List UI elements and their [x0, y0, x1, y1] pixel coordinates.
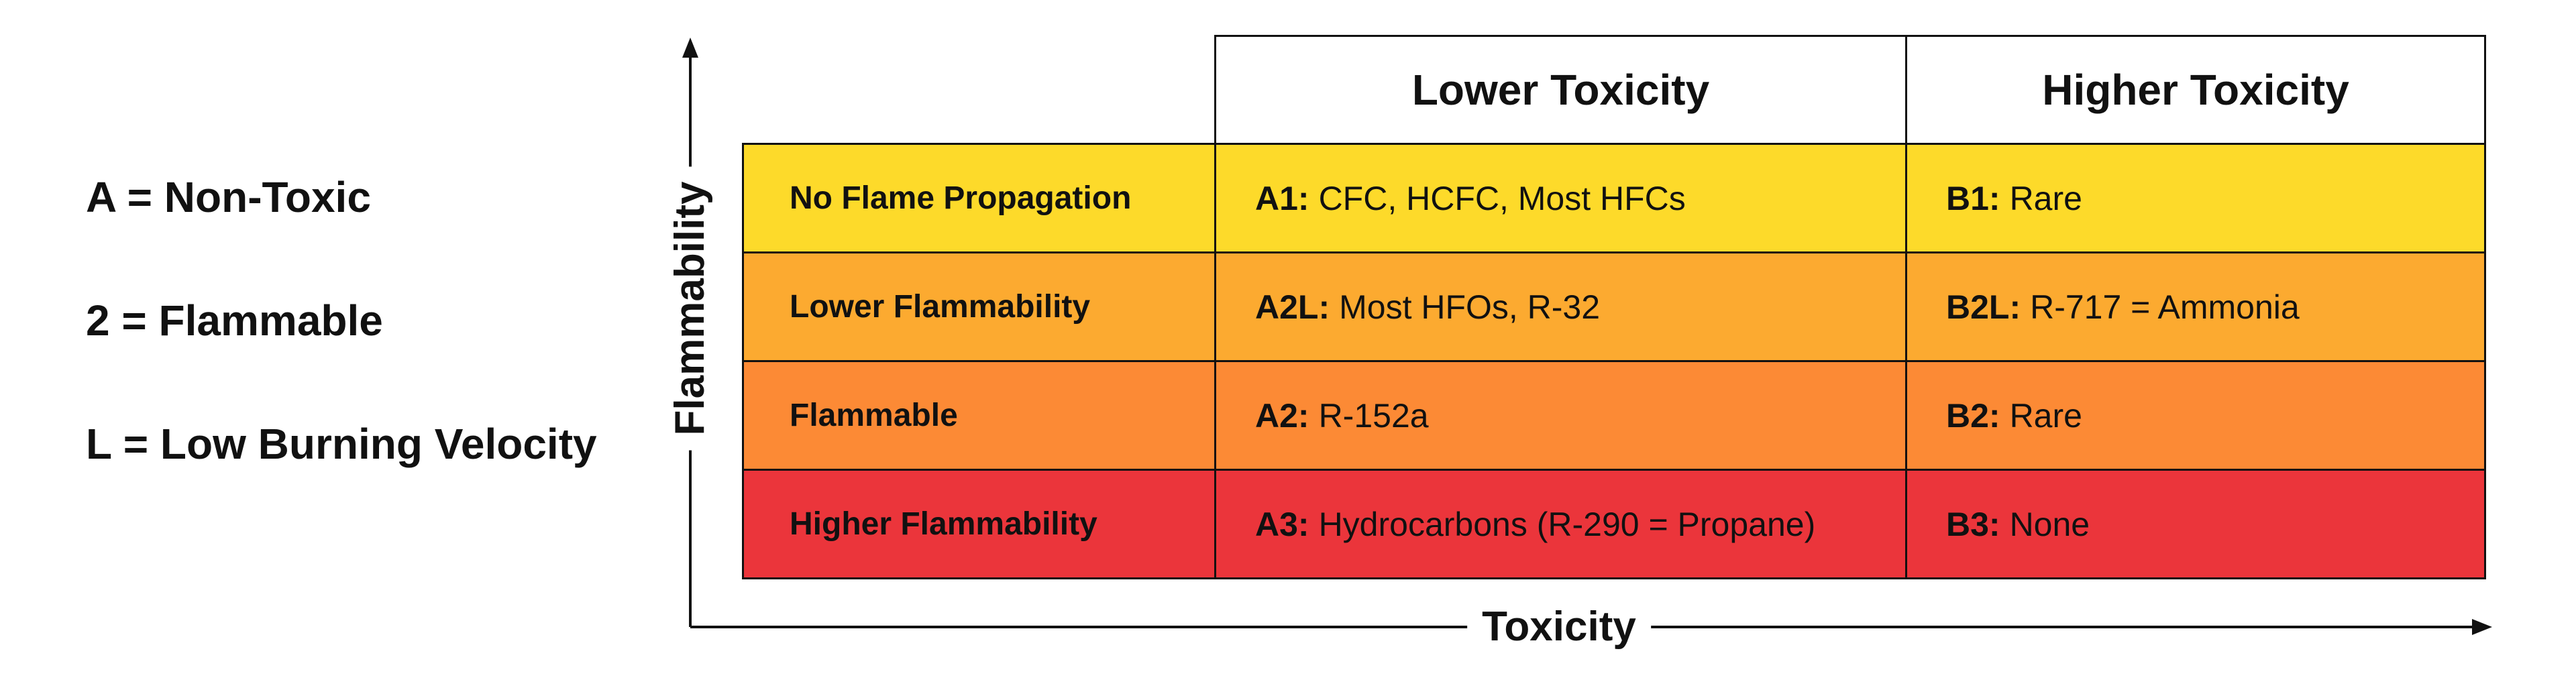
cell-lower-toxicity: A2L: Most HFOs, R-32 — [1214, 251, 1907, 362]
class-code: A2: — [1255, 396, 1309, 435]
class-examples: None — [2009, 505, 2090, 543]
grid-row-lower-flammability: Lower Flammability A2L: Most HFOs, R-32 … — [742, 251, 2486, 362]
class-examples: Rare — [2009, 179, 2082, 217]
column-header-lower-toxicity: Lower Toxicity — [1214, 35, 1907, 145]
cell-higher-toxicity: B3: None — [1905, 469, 2486, 579]
class-code: B3: — [1946, 505, 2000, 543]
class-examples: R-152a — [1318, 396, 1429, 435]
class-examples: Hydrocarbons (R-290 = Propane) — [1318, 505, 1816, 543]
class-code: B2L: — [1946, 288, 2021, 326]
y-axis-arrowhead — [682, 38, 698, 58]
class-examples: Rare — [2009, 396, 2082, 435]
class-code: B1: — [1946, 179, 2000, 217]
class-code: A1: — [1255, 179, 1309, 217]
class-examples: Most HFOs, R-32 — [1339, 288, 1601, 326]
grid-row-flammable: Flammable A2: R-152a B2: Rare — [742, 360, 2486, 471]
column-header-higher-toxicity: Higher Toxicity — [1905, 35, 2486, 145]
row-label: Lower Flammability — [742, 251, 1216, 362]
row-label: Higher Flammability — [742, 469, 1216, 579]
class-examples: R-717 = Ammonia — [2030, 288, 2300, 326]
cell-lower-toxicity: A1: CFC, HCFC, Most HFCs — [1214, 143, 1907, 253]
legend-item-non-toxic: A = Non-Toxic — [86, 173, 371, 221]
cell-lower-toxicity: A2: R-152a — [1214, 360, 1907, 471]
class-code: A2L: — [1255, 288, 1330, 326]
row-label: No Flame Propagation — [742, 143, 1216, 253]
grid-row-higher-flammability: Higher Flammability A3: Hydrocarbons (R-… — [742, 469, 2486, 579]
x-axis-label: Toxicity — [1467, 606, 1651, 648]
safety-classification-grid: No Flame Propagation A1: CFC, HCFC, Most… — [742, 143, 2486, 581]
cell-higher-toxicity: B2: Rare — [1905, 360, 2486, 471]
cell-lower-toxicity: A3: Hydrocarbons (R-290 = Propane) — [1214, 469, 1907, 579]
grid-row-no-flame-propagation: No Flame Propagation A1: CFC, HCFC, Most… — [742, 143, 2486, 253]
class-code: A3: — [1255, 505, 1309, 543]
row-label: Flammable — [742, 360, 1216, 471]
class-code: B2: — [1946, 396, 2000, 435]
y-axis-label: Flammability — [667, 166, 713, 451]
class-examples: CFC, HCFC, Most HFCs — [1318, 179, 1686, 217]
cell-higher-toxicity: B1: Rare — [1905, 143, 2486, 253]
x-axis-arrowhead — [2472, 619, 2492, 635]
legend-item-low-burning-velocity: L = Low Burning Velocity — [86, 420, 597, 468]
cell-higher-toxicity: B2L: R-717 = Ammonia — [1905, 251, 2486, 362]
legend-item-flammable: 2 = Flammable — [86, 296, 383, 345]
